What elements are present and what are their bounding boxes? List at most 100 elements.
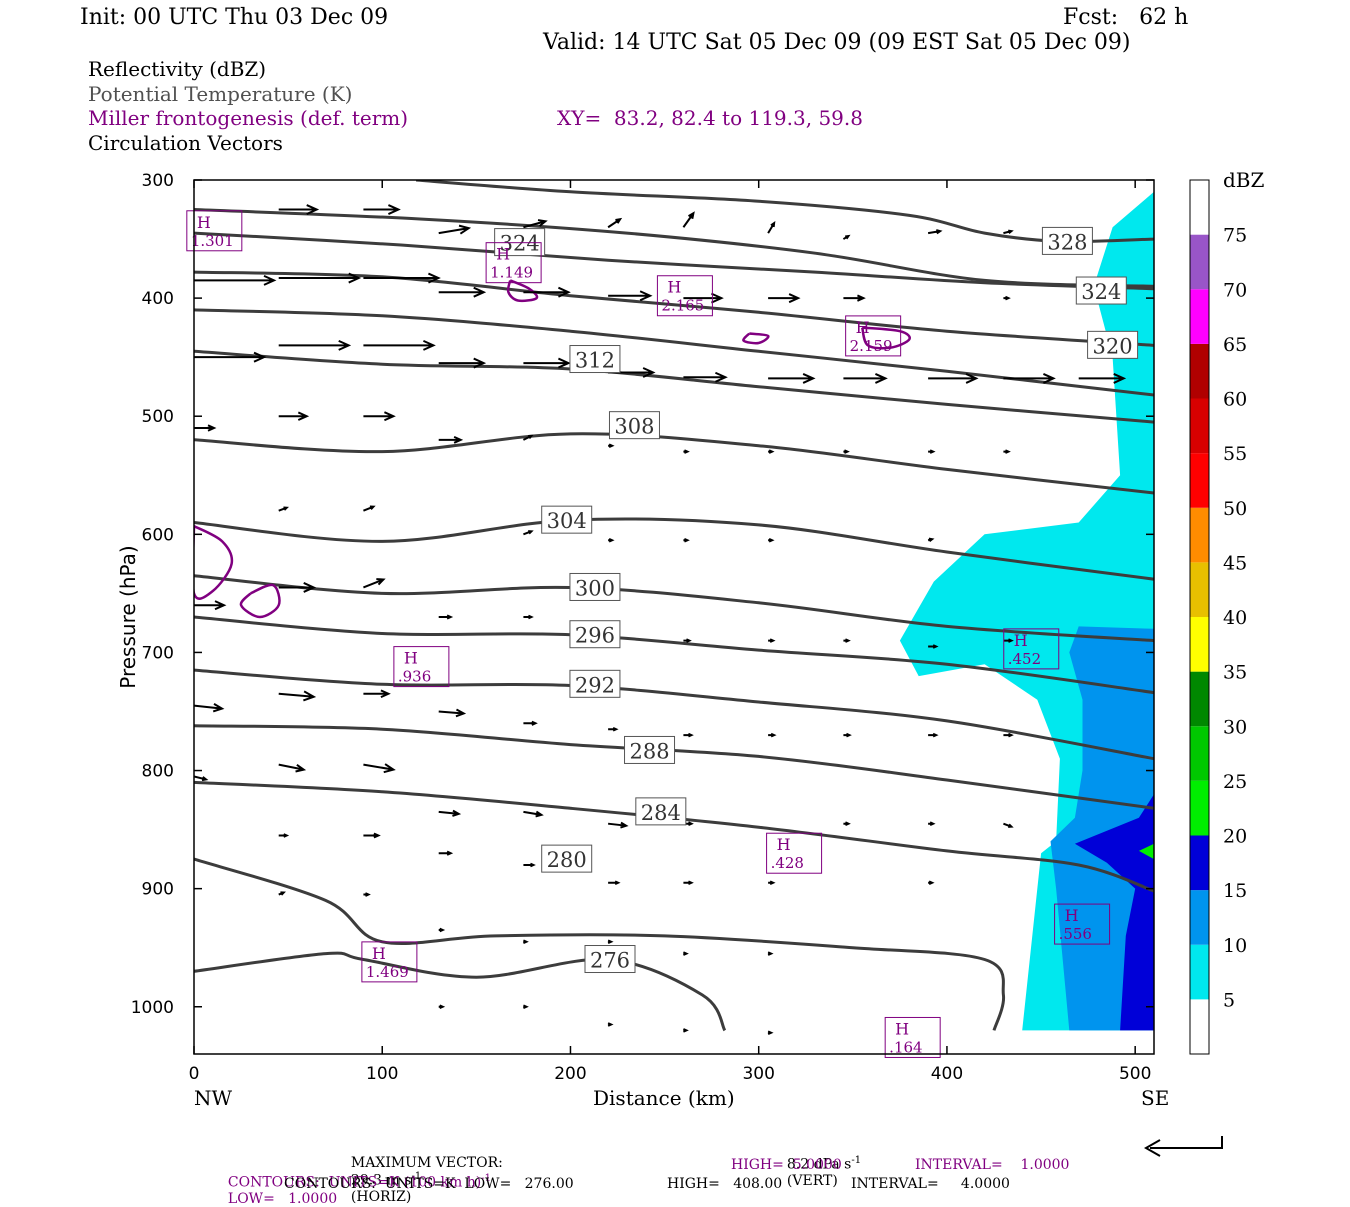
frontogenesis-max-h: H — [856, 318, 870, 337]
circulation-vector — [438, 708, 467, 718]
circulation-vector — [843, 294, 866, 302]
theta-label: 288 — [629, 739, 669, 763]
circulation-vector — [194, 703, 225, 713]
colorbar-unit: dBZ — [1223, 168, 1265, 192]
circulation-vector — [928, 449, 936, 454]
theta-contour-line — [194, 349, 1154, 424]
colorbar-level-label: 10 — [1223, 935, 1247, 957]
circulation-vector — [522, 434, 534, 441]
frontogenesis-max-box — [1054, 903, 1111, 945]
circulation-vector — [278, 339, 352, 351]
circulation-vector — [683, 292, 724, 304]
circulation-vector — [682, 211, 695, 228]
circulation-vector — [843, 449, 850, 454]
frontogenesis-max-box — [1003, 628, 1060, 670]
theta-label: 292 — [575, 673, 615, 697]
circulation-vector — [278, 763, 307, 773]
circulation-vector — [928, 373, 979, 384]
circulation-vector — [1003, 638, 1014, 643]
theta-label: 308 — [614, 415, 654, 439]
circulation-vector — [608, 726, 619, 732]
y-tick-label: 800 — [142, 762, 174, 782]
colorbar-swatch — [1190, 835, 1209, 891]
colorbar-swatch — [1190, 562, 1209, 617]
field-reflectivity: Reflectivity (dBZ) — [88, 57, 267, 81]
max-vector-vert-exp: -1 — [851, 1155, 862, 1166]
theta-label-box — [635, 797, 687, 826]
circulation-vector — [843, 732, 852, 738]
circulation-vector — [194, 775, 209, 782]
theta-label: 304 — [547, 509, 587, 533]
circulation-vector — [523, 357, 571, 369]
circulation-vector — [278, 204, 320, 215]
theta-label-box — [569, 345, 621, 374]
frontogenesis-max-value: .428 — [771, 854, 804, 872]
circulation-vector — [523, 530, 534, 536]
reflectivity-region — [1074, 794, 1154, 1031]
colorbar-swatch — [1190, 507, 1209, 563]
circulation-vector — [438, 286, 487, 298]
theta-label-box — [569, 620, 621, 649]
y-tick-label: 300 — [142, 171, 174, 191]
circulation-vector — [278, 582, 317, 593]
circulation-vector — [194, 351, 267, 363]
theta-contour-line — [194, 208, 1154, 288]
circulation-vector — [363, 689, 391, 699]
circulation-vector — [927, 229, 943, 235]
colorbar: 5 10 15 20 25 30 35 40 45 50 55 60 65 70 75 — [1189, 179, 1247, 1055]
circulation-vector — [363, 411, 396, 422]
circulation-vector — [523, 810, 544, 818]
circulation-vector — [523, 939, 529, 945]
theta-label-box — [541, 844, 593, 873]
frontogenesis-max-h: H — [777, 835, 791, 854]
theta-label-box — [1087, 330, 1139, 359]
theta-label-box — [569, 669, 621, 698]
field-vectors: Circulation Vectors — [88, 131, 283, 155]
field-frontogenesis: Miller frontogenesis (def. term) — [88, 106, 409, 130]
circulation-vector — [608, 821, 629, 829]
x-tick-label: 0 — [189, 1064, 200, 1084]
max-vector-horiz: 29.3 m s — [350, 1172, 412, 1189]
circulation-vector — [438, 809, 462, 817]
frontogenesis-max-box — [656, 275, 713, 317]
frontogenesis-max-h: H — [895, 1019, 909, 1038]
frontogenesis-max-h: H — [667, 278, 681, 297]
colorbar-swatch — [1190, 780, 1209, 836]
circulation-vector — [607, 1022, 614, 1027]
frontogenesis-max-box — [766, 832, 823, 874]
circulation-vector — [768, 638, 776, 643]
circulation-vector — [683, 537, 690, 543]
y-tick-label: 1000 — [131, 998, 174, 1018]
theta-label: 276 — [590, 949, 630, 973]
theta-interval: INTERVAL= 4.0000 — [851, 1176, 1010, 1192]
valid-time: Valid: 14 UTC Sat 05 Dec 09 (09 EST Sat … — [543, 30, 1131, 55]
frontogenesis-max-h: H — [1014, 631, 1028, 650]
circulation-vector — [523, 219, 548, 229]
y-tick-label: 400 — [142, 289, 174, 309]
theta-contour-line — [194, 780, 1154, 893]
colorbar-swatch — [1190, 343, 1209, 399]
frontogenesis-contour — [239, 583, 281, 619]
contour-labels: 328 324 324 320 312 308 304 300 296 292 288 284 280 2… — [186, 210, 1139, 1058]
circulation-vector — [438, 357, 487, 369]
circulation-vector — [1003, 373, 1056, 384]
frontogenesis-max-value: 1.149 — [490, 264, 533, 282]
circulation-vector — [1003, 295, 1011, 301]
theta-label: 320 — [1093, 334, 1133, 358]
y-axis-title: Pressure (hPa) — [116, 545, 140, 689]
colorbar-swatch — [1190, 671, 1209, 727]
frontogenesis-contour — [194, 524, 234, 600]
theta-contour-line — [194, 615, 1154, 695]
colorbar-level-label: 65 — [1223, 334, 1247, 356]
theta-contour-info: CONTOURS: UNITS=K LOW= 276.00 — [284, 1176, 574, 1192]
colorbar-level-label: 20 — [1223, 826, 1247, 848]
max-vector-vert-value: 8.2 dPa s — [786, 1156, 852, 1173]
frontogenesis-contour — [506, 279, 539, 303]
circulation-vector — [438, 1004, 446, 1010]
circulation-vector — [683, 880, 694, 886]
circulation-vector — [1078, 373, 1127, 384]
frontogenesis-max-box — [361, 941, 418, 983]
circulation-vector — [843, 821, 851, 826]
frontogenesis-max-h: H — [496, 245, 510, 264]
